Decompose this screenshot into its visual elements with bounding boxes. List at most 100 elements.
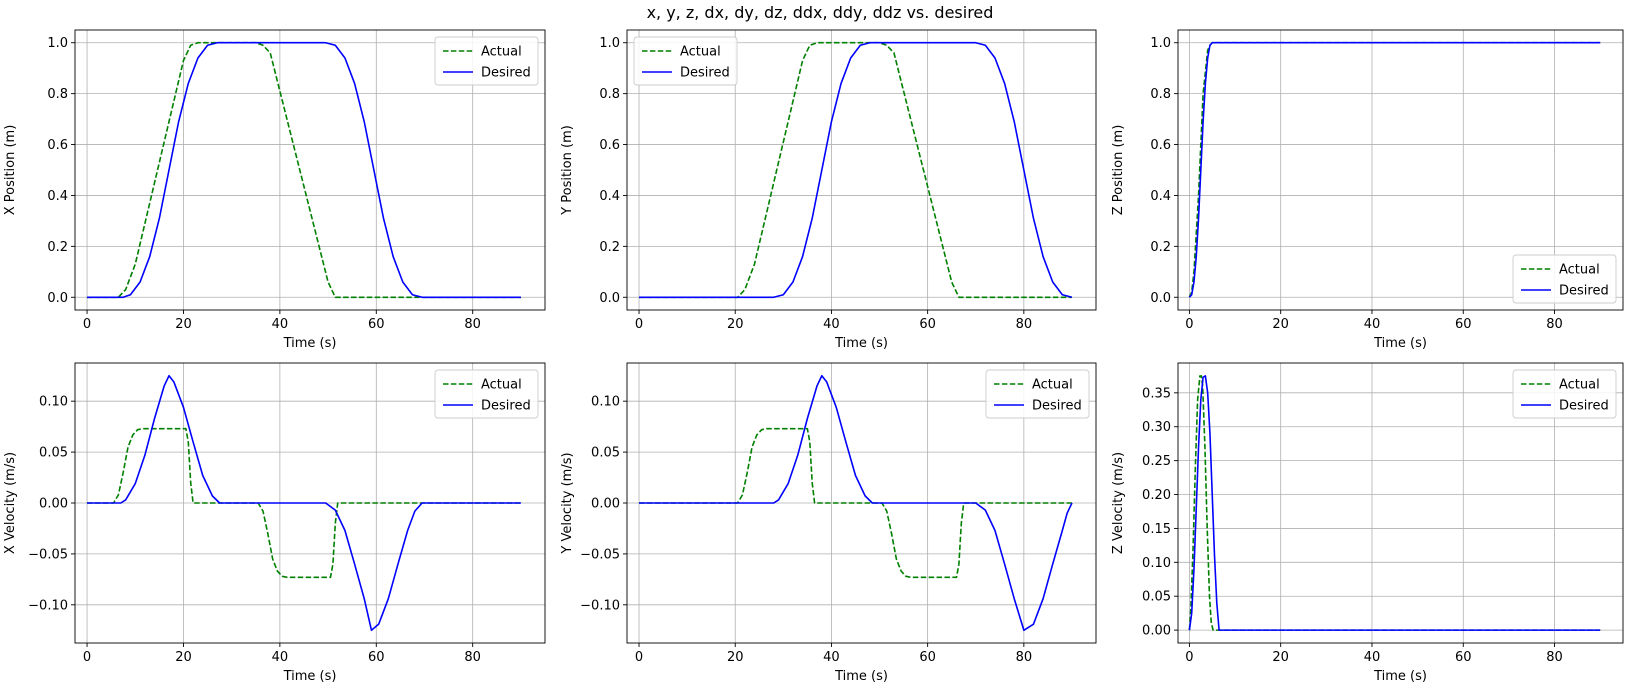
legend-label-actual: Actual — [481, 378, 522, 393]
y-tick-label: −0.10 — [28, 598, 68, 613]
series-line-actual — [639, 427, 1072, 579]
y-tick-label: 0.4 — [1150, 189, 1171, 204]
legend-label-desired: Desired — [680, 66, 730, 81]
y-tick-label: 0.10 — [1142, 556, 1171, 571]
subplot-x-position: 0 20 40 60 80 0.0 0.2 0.4 0.6 0.8 1.0 Time (s) X Pos… — [3, 29, 546, 351]
y-axis-label: X Position (m) — [3, 125, 18, 216]
series-line-desired — [87, 374, 521, 632]
y-tick-label: 0.20 — [1142, 488, 1171, 503]
y-tick-label: 0.6 — [1150, 138, 1171, 153]
y-tick-label: 0.15 — [1142, 522, 1171, 537]
y-tick-label: 0.05 — [591, 446, 620, 461]
legend-box — [434, 369, 539, 419]
series-line-actual — [87, 427, 521, 579]
y-tick-label: 0.30 — [1142, 420, 1171, 435]
subplot-x-velocity: 0 20 40 60 80 −0.10 −0.05 0.00 0.05 0.10 Time (s) X… — [3, 362, 546, 684]
x-tick-label: 20 — [175, 317, 192, 332]
y-tick-label: 0.00 — [591, 497, 620, 512]
y-tick-label: 0.35 — [1142, 386, 1171, 401]
y-tick-label: 1.0 — [47, 36, 68, 51]
legend: Actual Desired — [633, 36, 738, 86]
series-line-desired — [87, 41, 521, 299]
x-tick-label: 0 — [1185, 317, 1193, 332]
y-tick-label: 0.0 — [47, 291, 68, 306]
legend: Actual Desired — [434, 36, 539, 86]
legend-box — [434, 36, 539, 86]
y-tick-label: 0.0 — [1150, 291, 1171, 306]
legend-box — [1512, 369, 1617, 419]
x-tick-label: 20 — [175, 650, 192, 665]
y-tick-label: 0.2 — [1150, 240, 1171, 255]
legend: Actual Desired — [1512, 369, 1617, 419]
y-tick-label: −0.05 — [28, 547, 68, 562]
x-tick-label: 40 — [1364, 317, 1381, 332]
y-tick-label: 0.2 — [599, 240, 620, 255]
y-axis-label: Z Velocity (m/s) — [1111, 452, 1126, 554]
x-axis-label: Time (s) — [834, 336, 888, 351]
subplot-y-position: 0 20 40 60 80 0.0 0.2 0.4 0.6 0.8 1.0 Time (s) Y Pos… — [560, 29, 1097, 351]
y-tick-label: 0.4 — [599, 189, 620, 204]
legend-label-desired: Desired — [1559, 399, 1609, 414]
legend-label-actual: Actual — [481, 45, 522, 60]
y-tick-label: 0.6 — [599, 138, 620, 153]
legend-label-desired: Desired — [481, 399, 531, 414]
y-axis-label: Y Velocity (m/s) — [560, 452, 575, 554]
y-tick-label: 0.6 — [47, 138, 68, 153]
x-tick-label: 60 — [368, 317, 385, 332]
x-tick-label: 20 — [1272, 650, 1289, 665]
x-tick-label: 80 — [1546, 317, 1563, 332]
y-tick-label: −0.05 — [580, 547, 620, 562]
x-axis-label: Time (s) — [1373, 669, 1427, 684]
y-tick-label: 0.0 — [599, 291, 620, 306]
x-tick-label: 20 — [727, 650, 744, 665]
legend-box — [1512, 254, 1617, 304]
y-tick-label: 1.0 — [599, 36, 620, 51]
y-tick-label: 0.2 — [47, 240, 68, 255]
x-tick-label: 60 — [1455, 650, 1472, 665]
legend: Actual Desired — [1512, 254, 1617, 304]
y-axis-label: Y Position (m) — [560, 125, 575, 216]
y-tick-label: 0.00 — [1142, 624, 1171, 639]
y-tick-label: 0.8 — [47, 87, 68, 102]
x-tick-label: 40 — [1364, 650, 1381, 665]
legend-label-actual: Actual — [680, 45, 721, 60]
series-line-desired — [1188, 41, 1601, 298]
x-tick-label: 80 — [464, 317, 481, 332]
y-axis-label: X Velocity (m/s) — [3, 452, 18, 554]
legend-box — [633, 36, 738, 86]
x-axis-label: Time (s) — [834, 669, 888, 684]
series-line-desired — [639, 41, 1073, 299]
x-axis-label: Time (s) — [1373, 336, 1427, 351]
legend: Actual Desired — [985, 369, 1090, 419]
y-tick-label: 0.4 — [47, 189, 68, 204]
x-tick-label: 40 — [823, 650, 840, 665]
y-tick-label: −0.10 — [580, 598, 620, 613]
legend-label-actual: Actual — [1559, 378, 1600, 393]
y-tick-label: 0.8 — [1150, 87, 1171, 102]
y-tick-label: 0.25 — [1142, 454, 1171, 469]
subplot-y-velocity: 0 20 40 60 80 −0.10 −0.05 0.00 0.05 0.10 Time (s) Y… — [560, 362, 1097, 684]
subplot-grid: 0 20 40 60 80 0.0 0.2 0.4 0.6 0.8 1.0 Time (s) X Pos… — [3, 29, 1624, 684]
legend-label-actual: Actual — [1032, 378, 1073, 393]
x-tick-label: 40 — [272, 650, 289, 665]
x-tick-label: 0 — [635, 650, 643, 665]
x-tick-label: 60 — [919, 650, 936, 665]
legend-box — [985, 369, 1090, 419]
legend-label-desired: Desired — [481, 66, 531, 81]
x-tick-label: 0 — [1185, 650, 1193, 665]
figure-title: x, y, z, dx, dy, dz, ddx, ddy, ddz vs. d… — [647, 3, 994, 22]
x-tick-label: 20 — [1272, 317, 1289, 332]
x-tick-label: 60 — [368, 650, 385, 665]
y-tick-label: 0.8 — [599, 87, 620, 102]
x-tick-label: 20 — [727, 317, 744, 332]
legend-label-desired: Desired — [1032, 399, 1082, 414]
legend-label-actual: Actual — [1559, 263, 1600, 278]
x-tick-label: 40 — [823, 317, 840, 332]
x-tick-label: 0 — [83, 650, 91, 665]
x-tick-label: 0 — [635, 317, 643, 332]
legend: Actual Desired — [434, 369, 539, 419]
subplot-z-velocity: 0 20 40 60 80 0.00 0.05 0.10 0.15 0.20 0.25 0.30 0.3… — [1111, 362, 1624, 684]
x-tick-label: 60 — [919, 317, 936, 332]
